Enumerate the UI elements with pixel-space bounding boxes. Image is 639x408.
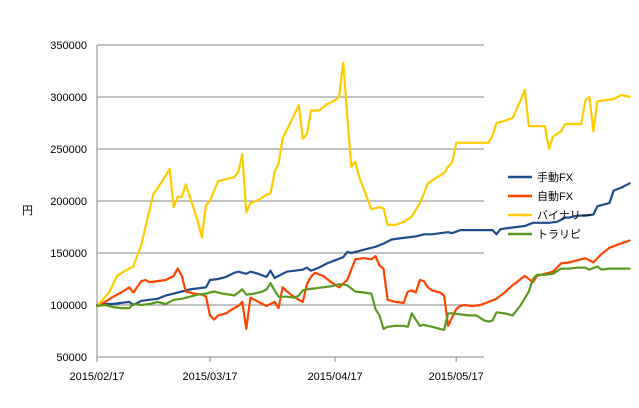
x-tick-label: 2015/03/17 <box>182 371 237 383</box>
y-tick-label: 250000 <box>50 144 87 156</box>
y-tick-labels: 50000 100000 150000 200000 250000 300000 35000… <box>50 40 87 364</box>
series-line <box>95 61 631 308</box>
x-tick-label: 2015/04/17 <box>308 371 363 383</box>
y-tick-label: 150000 <box>50 248 87 260</box>
x-tick-labels: 2015/02/17 2015/03/17 2015/04/17 2015/05/17 <box>69 357 484 383</box>
series-line <box>95 182 631 307</box>
legend-label: バイナリー <box>537 209 592 222</box>
y-tick-label: 50000 <box>56 352 87 364</box>
y-tick-label: 100000 <box>50 300 87 312</box>
series-line <box>95 239 631 330</box>
legend-label: トラリピ <box>537 228 581 241</box>
legend-label: 自動FX <box>537 189 574 203</box>
y-tick-label: 200000 <box>50 196 87 208</box>
series-lines <box>95 61 631 332</box>
horizontal-gridlines <box>97 44 484 358</box>
y-axis-label: 円 <box>22 205 33 217</box>
x-tick-label: 2015/05/17 <box>429 371 484 383</box>
series-line <box>95 265 631 332</box>
x-tick-label: 2015/02/17 <box>69 371 124 383</box>
y-tick-label: 300000 <box>50 92 87 104</box>
y-tick-label: 350000 <box>50 40 87 52</box>
legend-label: 手動FX <box>537 170 574 184</box>
